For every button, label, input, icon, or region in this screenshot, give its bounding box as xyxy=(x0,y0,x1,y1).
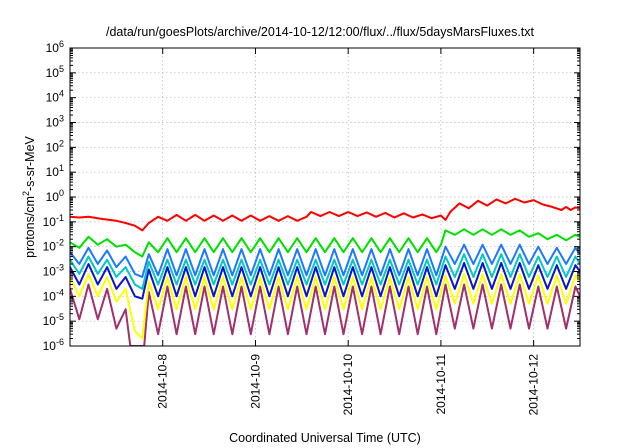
series-line-1 xyxy=(70,228,580,258)
y-tick-exp: 3 xyxy=(59,114,64,124)
y-tick-base: 10 xyxy=(43,265,57,279)
y-tick-exp: -1 xyxy=(56,213,64,223)
y-tick-base: 10 xyxy=(46,116,60,130)
plot-frame xyxy=(69,47,581,347)
y-tick-exp: 0 xyxy=(59,188,64,198)
y-tick-base: 10 xyxy=(43,240,57,254)
y-tick-label: 100 xyxy=(46,188,64,204)
series-group xyxy=(70,197,580,346)
series-line-0 xyxy=(70,197,580,232)
y-tick-exp: 1 xyxy=(59,163,64,173)
y-tick-base: 10 xyxy=(46,91,60,105)
y-tick-label: 105 xyxy=(46,64,64,80)
y-tick-exp: -2 xyxy=(56,238,64,248)
y-tick-base: 10 xyxy=(43,314,57,328)
y-tick-base: 10 xyxy=(43,339,57,353)
y-tick-exp: -3 xyxy=(56,263,64,273)
x-axis: 2014-10-8 2014-10-9 2014-10-10 2014-10-11 20… xyxy=(156,48,541,415)
series-line-2 xyxy=(70,243,580,278)
y-tick-base: 10 xyxy=(46,165,60,179)
y-tick-label: 106 xyxy=(46,39,64,55)
y-axis-label: protons/cm2-s-sr-MeV xyxy=(21,135,37,257)
x-tick-label: 2014-10-8 xyxy=(156,354,170,409)
series-line-3 xyxy=(70,253,580,290)
series-line-4 xyxy=(70,262,580,300)
y-tick-label: 10-5 xyxy=(43,312,64,328)
x-tick-label: 2014-10-10 xyxy=(341,354,355,416)
y-tick-exp: -5 xyxy=(56,312,64,322)
y-tick-label: 10-1 xyxy=(43,213,64,229)
y-tick-base: 10 xyxy=(43,289,57,303)
y-tick-exp: -4 xyxy=(56,287,64,297)
series-line-6 xyxy=(70,283,580,346)
y-tick-label: 102 xyxy=(46,138,64,154)
y-tick-exp: 2 xyxy=(59,138,64,148)
y-tick-base: 10 xyxy=(46,140,60,154)
y-tick-base: 10 xyxy=(46,41,60,55)
y-tick-label: 10-3 xyxy=(43,263,64,279)
x-tick-label: 2014-10-9 xyxy=(248,354,262,409)
y-tick-exp: 4 xyxy=(59,89,64,99)
y-axis-label-sup: 2 xyxy=(21,191,31,196)
chart-title: /data/run/goesPlots/archive/2014-10-12/1… xyxy=(106,25,535,39)
y-tick-label: 101 xyxy=(46,163,64,179)
y-axis: 10-610-510-410-310-210-11001011021031041… xyxy=(43,39,580,353)
y-tick-exp: -6 xyxy=(56,337,64,347)
y-axis-label-part2: -s-sr-MeV xyxy=(23,135,37,191)
y-tick-label: 10-2 xyxy=(43,238,64,254)
y-tick-base: 10 xyxy=(46,66,60,80)
y-tick-exp: 5 xyxy=(59,64,64,74)
y-axis-label-part1: protons/cm xyxy=(23,196,37,258)
y-tick-label: 10-6 xyxy=(43,337,64,353)
y-tick-label: 104 xyxy=(46,89,64,105)
y-tick-label: 103 xyxy=(46,114,64,130)
y-tick-label: 10-4 xyxy=(43,287,64,303)
y-tick-exp: 6 xyxy=(59,39,64,49)
y-tick-base: 10 xyxy=(46,190,60,204)
series-line-5 xyxy=(70,272,580,340)
x-axis-label: Coordinated Universal Time (UTC) xyxy=(229,431,421,445)
x-tick-label: 2014-10-11 xyxy=(434,354,448,415)
y-tick-base: 10 xyxy=(43,215,57,229)
x-tick-label: 2014-10-12 xyxy=(527,354,541,416)
